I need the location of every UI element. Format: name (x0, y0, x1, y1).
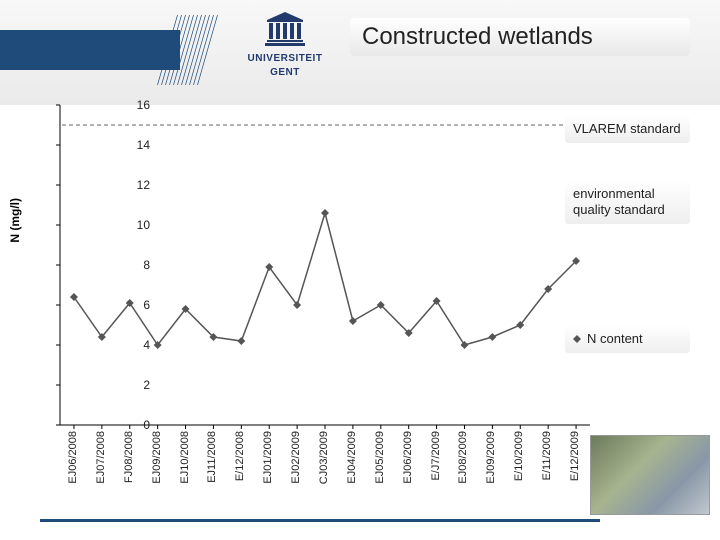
legend-label-line2: quality standard (573, 202, 682, 218)
footer-divider (40, 519, 600, 522)
legend-vlarem: VLAREM standard (565, 115, 690, 153)
diamond-icon (573, 335, 581, 343)
y-tick-label: 12 (137, 178, 150, 192)
x-tick-label: EJ05/2009 (374, 431, 388, 484)
x-tick-label: E/12/2008 (234, 431, 248, 481)
x-tick-label: EJ07/2008 (95, 431, 109, 484)
x-tick-label: EJ09/2008 (151, 431, 165, 484)
x-tick-label: E/12/2009 (569, 431, 583, 481)
wetland-photo (590, 435, 710, 515)
x-tick-label: EJ08/2009 (457, 431, 471, 484)
header-streaks-icon (150, 15, 225, 85)
legend-label: N content (587, 331, 643, 347)
header: UNIVERSITEIT GENT Constructed wetlands (0, 0, 720, 105)
x-tick-label: E/J7/2009 (430, 431, 444, 481)
university-name-line2: GENT (235, 67, 335, 79)
x-tick-label: EJ06/2009 (402, 431, 416, 484)
university-name-line1: UNIVERSITEIT (235, 53, 335, 65)
y-tick-label: 6 (143, 298, 150, 312)
x-tick-label: E/10/2009 (513, 431, 527, 481)
x-tick-label: FJ08/2008 (123, 431, 137, 483)
legend-label: VLAREM standard (573, 121, 681, 136)
x-tick-label: CJ03/2009 (318, 431, 332, 484)
y-axis-title: N (mg/l) (8, 198, 22, 243)
line-chart (60, 105, 590, 425)
legend-label-line1: environmental (573, 186, 682, 202)
y-tick-label: 14 (137, 138, 150, 152)
y-tick-label: 4 (143, 338, 150, 352)
x-tick-label: EJ10/2008 (179, 431, 193, 484)
x-tick-label: EJ04/2009 (346, 431, 360, 484)
x-tick-label: EJ02/2009 (290, 431, 304, 484)
x-tick-label: EJ09/2009 (485, 431, 499, 484)
x-tick-label: EJ11/2008 (206, 431, 220, 483)
y-tick-label: 2 (143, 378, 150, 392)
y-tick-label: 0 (143, 418, 150, 432)
y-tick-label: 8 (143, 258, 150, 272)
slide-title: Constructed wetlands (362, 23, 593, 51)
university-logo: UNIVERSITEIT GENT (235, 12, 335, 79)
legend-ncontent: N content (565, 325, 690, 363)
legend-eqs: environmental quality standard (565, 180, 690, 234)
y-tick-label: 16 (137, 98, 150, 112)
x-tick-label: EJ01/2009 (262, 431, 276, 484)
y-tick-label: 10 (137, 218, 150, 232)
x-tick-label: E/11/2009 (541, 431, 555, 480)
slide-title-box: Constructed wetlands (350, 18, 690, 56)
x-tick-label: EJ06/2008 (67, 431, 81, 484)
temple-icon (265, 12, 305, 46)
